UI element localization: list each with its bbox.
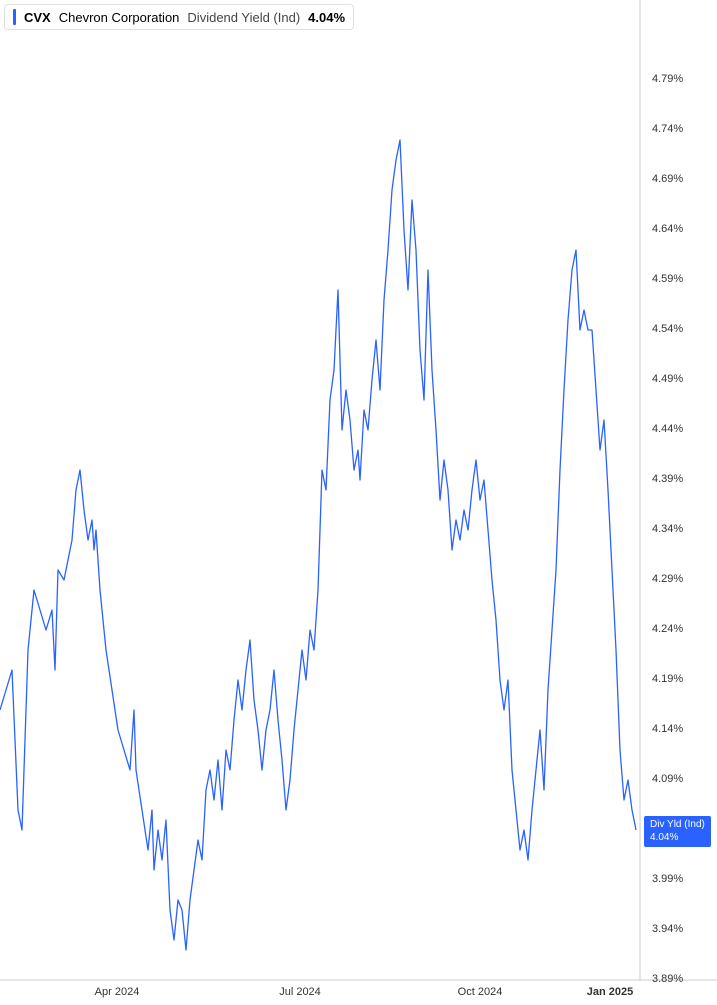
price-tag-label: Div Yld (Ind) xyxy=(650,819,705,832)
y-tick-label: 4.24% xyxy=(652,623,707,635)
y-tick-label: 4.74% xyxy=(652,123,707,135)
x-tick-label: Apr 2024 xyxy=(95,986,140,998)
y-tick-label: 4.14% xyxy=(652,723,707,735)
y-tick-label: 4.64% xyxy=(652,223,707,235)
y-tick-label: 4.09% xyxy=(652,773,707,785)
y-tick-label: 4.79% xyxy=(652,73,707,85)
y-tick-label: 4.49% xyxy=(652,373,707,385)
y-tick-label: 3.99% xyxy=(652,873,707,885)
y-tick-label: 4.69% xyxy=(652,173,707,185)
y-tick-label: 4.34% xyxy=(652,523,707,535)
x-tick-label: Jan 2025 xyxy=(587,986,633,998)
y-tick-label: 4.19% xyxy=(652,673,707,685)
y-tick-label: 4.54% xyxy=(652,323,707,335)
y-tick-label: 4.29% xyxy=(652,573,707,585)
chart-area[interactable]: 3.89% 3.94% 3.99% 4.04% 4.09% 4.14% 4.19% 4.24%… xyxy=(0,0,717,1005)
y-tick-label: 4.59% xyxy=(652,273,707,285)
y-tick-label: 4.39% xyxy=(652,473,707,485)
x-tick-label: Oct 2024 xyxy=(458,986,503,998)
x-tick-label: Jul 2024 xyxy=(279,986,321,998)
y-tick-label: 4.44% xyxy=(652,423,707,435)
y-tick-label: 3.89% xyxy=(652,973,707,985)
line-chart-svg xyxy=(0,0,717,1005)
current-value-tag: Div Yld (Ind) 4.04% xyxy=(644,816,711,847)
y-tick-label: 3.94% xyxy=(652,923,707,935)
price-tag-value: 4.04% xyxy=(650,832,705,845)
